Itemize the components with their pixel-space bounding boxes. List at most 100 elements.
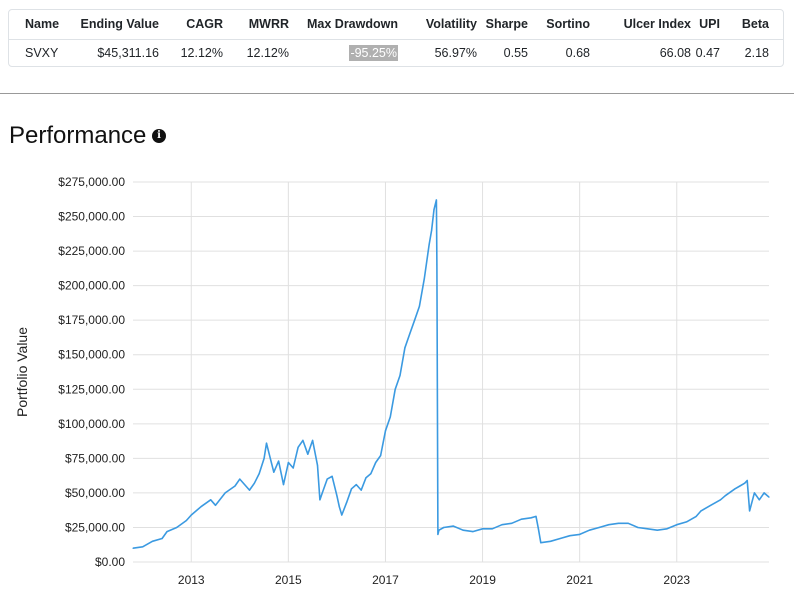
series-point (224, 492, 226, 494)
series-point (234, 485, 236, 487)
y-tick-label: $50,000.00 (65, 486, 125, 500)
series-point (676, 524, 678, 526)
series-point (537, 528, 540, 530)
series-point (346, 502, 348, 504)
y-tick-label: $200,000.00 (58, 279, 125, 293)
series-point (312, 439, 314, 441)
header-sharpe[interactable]: Sharpe (485, 17, 528, 31)
series-point (435, 199, 437, 201)
y-tick-label: $0.00 (95, 555, 125, 569)
series-point (520, 518, 523, 520)
header-ending-value[interactable]: Ending Value (80, 17, 160, 31)
header-max-drawdown[interactable]: Max Drawdown (307, 17, 398, 31)
series-point (338, 506, 340, 508)
series-point (414, 319, 416, 321)
y-tick-label: $100,000.00 (58, 417, 125, 431)
header-name[interactable]: Name (25, 17, 60, 31)
series-point (210, 499, 212, 501)
header-mwrr[interactable]: MWRR (248, 17, 289, 31)
series-point (297, 446, 299, 448)
series-point (341, 514, 343, 516)
series-point (588, 529, 591, 531)
series-point (719, 499, 722, 501)
series-point (292, 467, 294, 469)
y-tick-label: $250,000.00 (58, 210, 125, 224)
page-title: Performance (9, 122, 147, 149)
series-point (263, 457, 265, 459)
series-point (647, 528, 649, 530)
series-point (176, 526, 178, 529)
stats-data-row: SVXY $45,311.16 12.12% 12.12% -95.25% 56… (9, 39, 783, 68)
y-axis-ticks: $0.00 $25,000.00 $50,000.00 $75,000.00 $100,… (58, 175, 125, 569)
series-point (438, 529, 440, 531)
x-tick-label: 2015 (275, 573, 302, 587)
series-point (491, 528, 493, 530)
series-point (559, 537, 561, 540)
cell-sortino: 0.68 (565, 46, 590, 60)
series-point (389, 416, 391, 418)
series-point (239, 478, 241, 480)
stats-header-row: Name Ending Value CAGR MWRR Max Drawdown… (9, 10, 783, 40)
series-point (462, 529, 464, 531)
series-point (380, 455, 382, 457)
series-point (734, 488, 736, 490)
y-tick-label: $225,000.00 (58, 244, 125, 258)
performance-chart: $0.00 $25,000.00 $50,000.00 $75,000.00 $100,… (58, 175, 770, 587)
series-point (258, 473, 260, 475)
info-icon[interactable]: i (152, 129, 166, 143)
series-point (436, 264, 438, 266)
cell-ending-value: $45,311.16 (97, 46, 159, 60)
cell-sharpe: 0.55 (503, 46, 528, 60)
series-point (724, 495, 726, 497)
max-drawdown-highlight: -95.25% (349, 45, 398, 61)
series-point (214, 504, 217, 506)
y-tick-label: $275,000.00 (58, 175, 125, 189)
series-point (700, 510, 702, 512)
section-divider (0, 93, 794, 94)
series-point (666, 528, 668, 530)
cell-volatility: 56.97% (434, 46, 477, 60)
series-point (656, 529, 658, 531)
header-volatility[interactable]: Volatility (425, 17, 477, 31)
header-sortino[interactable]: Sortino (546, 17, 590, 31)
series-point (501, 524, 503, 526)
y-tick-label: $125,000.00 (58, 382, 125, 396)
series-point (326, 478, 328, 480)
series-point (695, 515, 697, 517)
x-tick-label: 2019 (469, 573, 496, 587)
series-point (739, 485, 741, 487)
series-point (166, 531, 168, 533)
series-point (268, 452, 270, 454)
series-point (535, 515, 537, 517)
series-point (549, 540, 552, 542)
x-tick-label: 2023 (663, 573, 690, 587)
series-point (710, 504, 712, 506)
cell-mwrr: 12.12% (246, 46, 289, 60)
series-point (617, 522, 620, 524)
y-tick-label: $25,000.00 (65, 520, 125, 534)
header-cagr[interactable]: CAGR (186, 17, 223, 31)
cell-max-drawdown: -95.25% (349, 39, 398, 68)
series-point (384, 430, 387, 432)
y-tick-label: $175,000.00 (58, 313, 125, 327)
series-point (370, 473, 372, 475)
series-line (132, 199, 770, 549)
series-point (763, 492, 765, 494)
series-point (431, 229, 433, 231)
series-point (394, 388, 396, 390)
series-point (744, 482, 746, 484)
series-point (248, 489, 251, 491)
series-point (336, 495, 338, 497)
series-point (540, 542, 542, 544)
header-upi[interactable]: UPI (699, 17, 720, 31)
series-point (331, 475, 333, 477)
chart-series (132, 199, 770, 549)
series-point (190, 514, 192, 516)
series-point (472, 531, 474, 533)
header-ulcer-index[interactable]: Ulcer Index (623, 17, 691, 31)
series-point (685, 521, 688, 523)
series-point (319, 499, 321, 501)
header-beta[interactable]: Beta (741, 17, 769, 31)
series-point (418, 305, 420, 307)
series-point (423, 278, 425, 280)
